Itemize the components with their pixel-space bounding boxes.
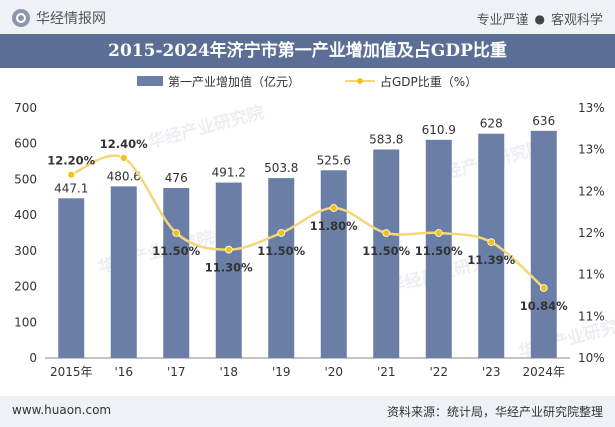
line-point — [382, 229, 391, 237]
line-value-label: 11.50% — [152, 244, 200, 258]
y-left-tick-label: 700 — [14, 101, 37, 115]
legend-bar-swatch — [137, 76, 163, 86]
bar — [530, 130, 557, 358]
bar-value-label: 610.9 — [422, 123, 456, 137]
x-tick-label: '21 — [377, 365, 396, 379]
y-right-tick-label: 12% — [578, 184, 605, 198]
bar-value-label: 480.6 — [107, 169, 141, 183]
line-value-label: 12.20% — [47, 154, 95, 168]
x-tick-label: '17 — [167, 365, 186, 379]
line-value-label: 12.40% — [100, 137, 148, 151]
line-point — [434, 229, 443, 237]
bar — [268, 178, 295, 358]
line-point — [224, 245, 233, 254]
bar — [320, 170, 347, 358]
line-point — [67, 170, 76, 179]
bar-value-label: 628 — [480, 117, 503, 131]
y-left-tick-label: 600 — [14, 137, 37, 151]
line-point — [539, 284, 548, 292]
motto-right: 客观科学 — [550, 13, 603, 28]
line-point — [487, 238, 496, 247]
y-left-tick-label: 200 — [14, 280, 37, 294]
line-point — [119, 154, 128, 162]
line-value-label: 11.80% — [310, 219, 358, 233]
bar-value-label: 636 — [532, 114, 555, 128]
line-point — [329, 204, 338, 212]
bar — [110, 186, 137, 358]
share-line — [70, 154, 545, 289]
x-tick-label: '23 — [482, 365, 501, 379]
footer-site: www.huaon.com — [12, 403, 112, 417]
x-tick-label: '20 — [324, 365, 343, 379]
y-left-tick-label: 300 — [14, 244, 37, 258]
line-value-label: 11.50% — [415, 244, 463, 258]
legend-line-label: 占GDP比重（%） — [380, 74, 477, 89]
bar-value-label: 503.8 — [264, 161, 298, 175]
bar-value-label: 447.1 — [54, 181, 88, 195]
y-right-tick-label: 11% — [578, 268, 605, 282]
line-value-label: 10.84% — [520, 299, 568, 313]
line-value-label: 11.30% — [205, 261, 253, 275]
motto-separator: ● — [534, 11, 545, 26]
line-point — [277, 229, 286, 237]
x-tick-label: '22 — [429, 365, 448, 379]
bar-value-label: 525.6 — [317, 153, 351, 167]
brand-logo-icon — [12, 9, 30, 27]
x-tick-label: '16 — [114, 365, 133, 379]
x-tick-label: '18 — [219, 365, 238, 379]
x-tick-label: 2024年 — [522, 365, 565, 379]
legend-bar-label: 第一产业增加值（亿元） — [168, 74, 300, 89]
line-value-label: 11.39% — [467, 253, 515, 267]
watermark-text: 华经产业研究院 — [146, 102, 266, 153]
line-point — [172, 229, 181, 237]
top-bar: 华经情报网 专业严谨 ● 客观科学 — [0, 0, 615, 34]
bar — [373, 149, 400, 358]
y-left-tick-label: 500 — [14, 172, 37, 186]
brand-name: 华经情报网 — [36, 11, 106, 27]
y-left-tick-label: 400 — [14, 208, 37, 222]
motto: 专业严谨 ● 客观科学 — [476, 9, 603, 29]
motto-left: 专业严谨 — [476, 13, 529, 28]
bar-value-label: 491.2 — [212, 166, 246, 180]
bar — [58, 198, 85, 358]
chart-title: 2015-2024年济宁市第一产业增加值及占GDP比重 — [108, 41, 507, 61]
line-value-label: 11.50% — [257, 244, 305, 258]
y-right-tick-label: 13% — [578, 101, 605, 115]
bar-value-label: 476 — [165, 171, 188, 185]
title-bar: 2015-2024年济宁市第一产业增加值及占GDP比重 — [0, 34, 615, 68]
bar — [425, 139, 452, 358]
y-right-tick-label: 12% — [578, 226, 605, 240]
footer-bar: www.huaon.com 资料来源：统计局，华经产业研究院整理 — [0, 396, 615, 427]
x-tick-label: '19 — [272, 365, 291, 379]
line-value-label: 11.50% — [362, 244, 410, 258]
y-right-tick-label: 13% — [578, 143, 605, 157]
legend-line-marker — [357, 78, 363, 84]
y-left-tick-label: 100 — [14, 315, 37, 329]
y-right-tick-label: 11% — [578, 309, 605, 323]
x-tick-label: 2015年 — [50, 365, 93, 379]
y-left-tick-label: 0 — [29, 351, 37, 365]
bar-value-label: 583.8 — [369, 133, 403, 147]
chart: 华经产业研究院华经产业研究院华经产业研究院华经产业研究院华经产业研究院第一产业增… — [14, 74, 615, 379]
y-right-tick-label: 10% — [578, 351, 605, 365]
brand: 华经情报网 — [12, 8, 106, 28]
bar — [215, 182, 242, 358]
bar — [163, 188, 190, 358]
footer-source: 资料来源：统计局，华经产业研究院整理 — [386, 405, 603, 419]
